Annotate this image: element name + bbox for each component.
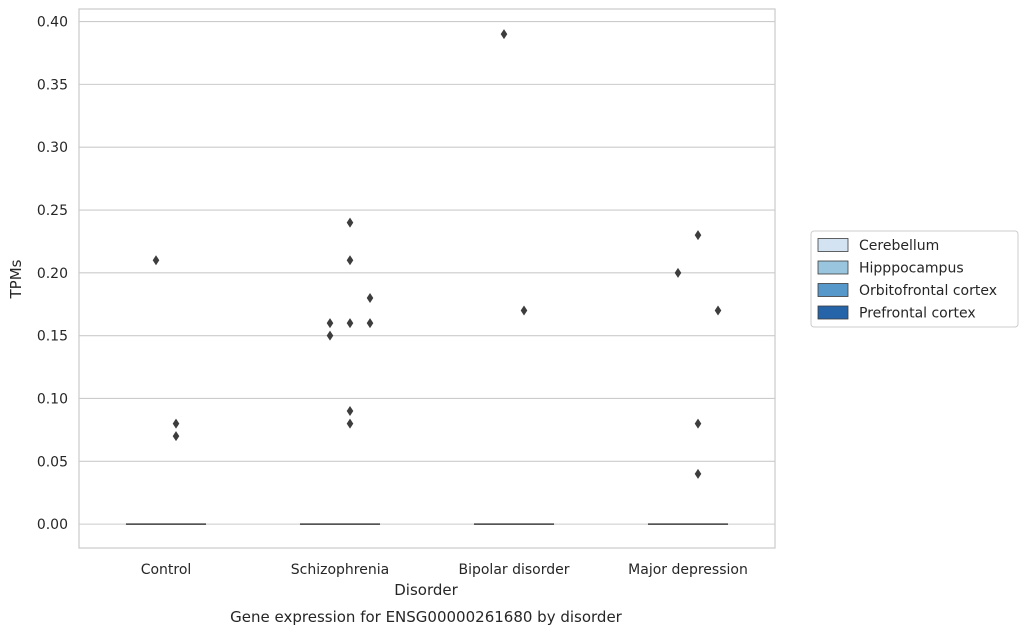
outlier-point [694,418,702,429]
outlier-point [674,267,682,278]
x-tick-label: Major depression [628,562,748,578]
legend-box [810,230,1019,328]
y-axis-ticks: 0.00 0.05 0.10 0.15 0.20 0.25 0.30 0.35 0.40 [37,15,68,534]
box-marks [125,29,729,525]
plot-frame [78,8,776,549]
legend: Cerebellum Hipppocampus Orbitofrontal cort… [810,230,1019,328]
y-tick-label: 0.10 [37,391,68,407]
legend-label: Cerebellum [859,238,939,254]
grid-lines [79,21,775,525]
outlier-point [366,318,374,329]
y-tick-label: 0.20 [37,266,68,282]
outlier-point [346,418,354,429]
legend-swatch [817,305,849,320]
legend-swatch [817,238,849,252]
x-axis-title: Disorder [394,581,458,599]
outlier-point [500,29,508,40]
outlier-point [326,318,334,329]
legend-swatch [817,283,849,297]
y-tick-label: 0.35 [37,77,68,93]
legend-label: Prefrontal cortex [859,306,976,322]
y-tick-label: 0.00 [37,517,68,533]
outlier-point [346,217,354,228]
legend-label: Orbitofrontal cortex [859,283,997,299]
outlier-point [152,255,160,266]
legend-label: Hipppocampus [859,261,964,277]
x-tick-label: Schizophrenia [291,562,389,578]
outlier-point [366,292,374,303]
outlier-point [346,318,354,329]
x-tick-label: Bipolar disorder [458,562,569,578]
outlier-point [346,406,354,417]
y-tick-label: 0.40 [37,15,68,31]
outlier-point [714,305,722,316]
x-tick-label: Control [141,562,192,578]
y-tick-label: 0.30 [37,140,68,156]
y-axis-title: TPMs [7,259,25,299]
outlier-point [694,230,702,241]
outlier-point [172,418,180,429]
y-tick-label: 0.15 [37,329,68,345]
outlier-point [326,330,334,341]
x-axis-ticks: Control Schizophrenia Bipolar disorder Majo… [141,562,748,578]
y-tick-label: 0.05 [37,454,68,470]
y-tick-label: 0.25 [37,203,68,219]
outlier-point [172,431,180,442]
outlier-point [520,305,528,316]
chart-title: Gene expression for ENSG00000261680 by d… [230,608,623,626]
outlier-point [694,468,702,479]
legend-swatch [817,260,849,275]
outlier-point [346,255,354,266]
